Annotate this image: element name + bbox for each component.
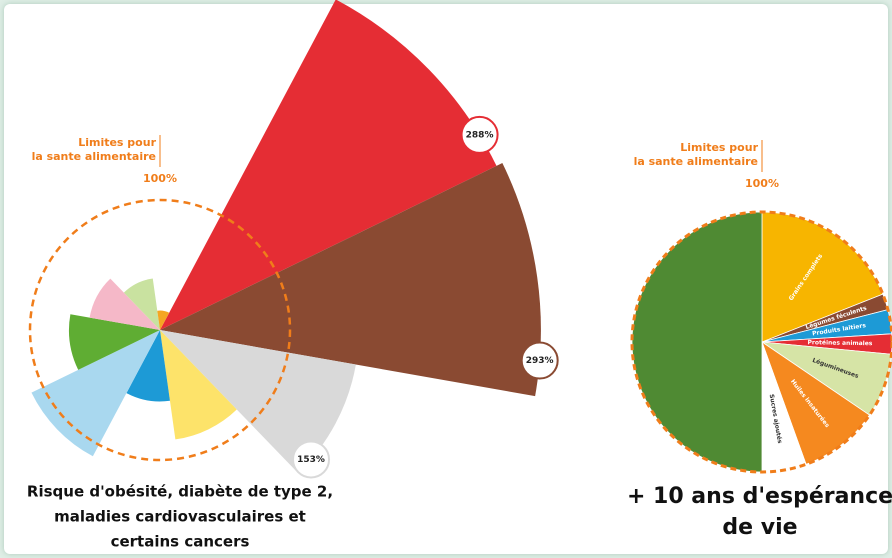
reference-label: 100% [143, 172, 177, 185]
value-badge [292, 440, 331, 479]
pie-rim [630, 210, 892, 474]
reference-label: 100% [745, 177, 779, 190]
rose-segment [160, 163, 541, 397]
slice-label: Protéines animales [808, 339, 873, 347]
rose-segment [123, 278, 160, 330]
annotation: Limites pour [78, 136, 156, 149]
rose-segment [69, 314, 160, 370]
caption: certains cancers [111, 533, 250, 551]
pie-slice [631, 211, 763, 473]
caption: Risque d'obésité, diabète de type 2, [27, 483, 333, 501]
rose-segment [126, 330, 170, 402]
pie-slice [761, 340, 871, 465]
caption: maladies cardiovasculaires et [54, 508, 306, 526]
rose-segment [160, 330, 356, 474]
value-label: 288% [466, 130, 494, 140]
annotation: la sante alimentaire [634, 155, 758, 168]
value-label: 293% [526, 356, 554, 366]
rose-segment [31, 330, 160, 457]
value-badge [460, 115, 499, 154]
value-badge [520, 341, 559, 380]
rose-segment [160, 330, 237, 440]
caption: de vie [722, 515, 797, 540]
value-label: 153% [297, 455, 325, 465]
annotation: la sante alimentaire [32, 150, 156, 163]
rose-segment [157, 310, 170, 330]
annotation: Limites pour [680, 141, 758, 154]
rose-segment [89, 278, 160, 330]
reference-circle [28, 198, 292, 462]
rose-segment [160, 0, 497, 330]
caption: + 10 ans d'espérance [627, 484, 892, 509]
